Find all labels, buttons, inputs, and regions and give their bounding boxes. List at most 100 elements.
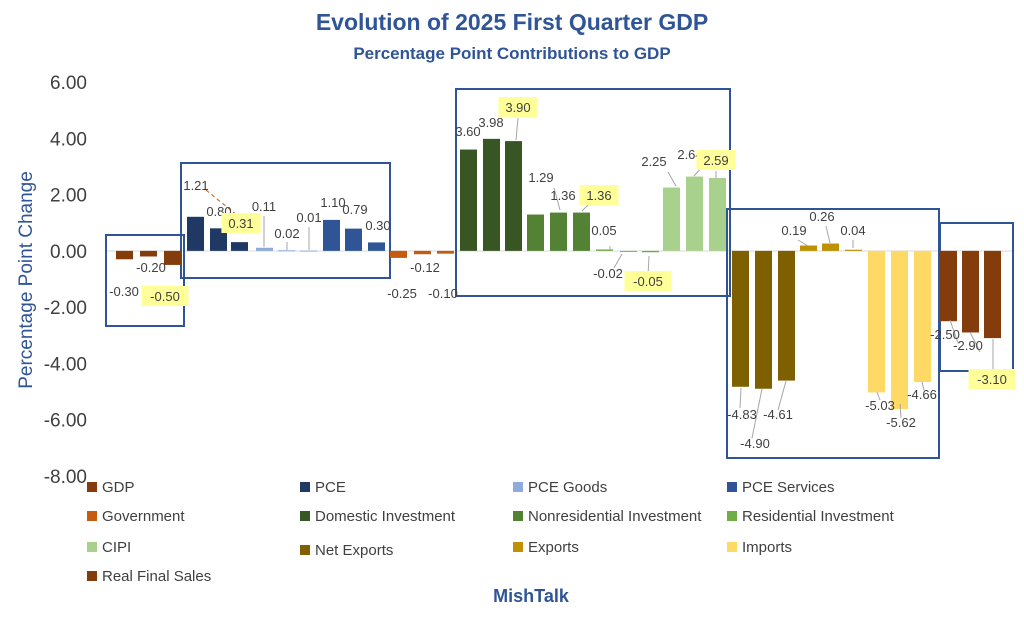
bar-exports — [800, 245, 817, 251]
leader-line — [739, 387, 742, 409]
bar-residential-investment — [642, 250, 659, 253]
legend-label: GDP — [102, 479, 135, 496]
legend-swatch — [513, 542, 523, 552]
bar-real-final-sales — [984, 250, 1001, 339]
data-label: 3.90 — [505, 100, 530, 115]
legend-item: PCE Goods — [513, 479, 607, 496]
data-label: -4.83 — [727, 407, 757, 422]
legend-label: Exports — [528, 539, 579, 556]
data-label: -5.03 — [865, 398, 895, 413]
highlight-box — [180, 162, 391, 279]
data-label: -4.90 — [740, 436, 770, 451]
y-tick-label: 6.00 — [50, 73, 87, 94]
data-label: 0.30 — [365, 218, 390, 233]
data-label: -2.90 — [953, 338, 983, 353]
highlight-box — [455, 88, 731, 297]
label-highlight — [579, 185, 619, 205]
legend-label: PCE — [315, 479, 346, 496]
data-label: 2.64 — [677, 147, 702, 162]
data-label: -2.50 — [930, 327, 960, 342]
label-highlight — [141, 286, 189, 306]
data-label: -4.61 — [763, 407, 793, 422]
legend-swatch — [513, 482, 523, 492]
bar-real-final-sales — [962, 250, 979, 333]
legend-label: PCE Services — [742, 479, 835, 496]
footer-credit: MishTalk — [493, 586, 570, 606]
legend-swatch — [513, 511, 523, 521]
data-label: 0.02 — [274, 226, 299, 241]
data-label: -0.12 — [410, 260, 440, 275]
bar-net-exports — [732, 250, 749, 387]
bar-imports — [914, 250, 931, 383]
bar-marks — [116, 138, 1001, 410]
data-label: 0.19 — [781, 223, 806, 238]
bar-gdp — [140, 250, 157, 257]
bar-real-final-sales — [940, 250, 957, 322]
leader-line — [969, 331, 981, 353]
leader-line — [515, 117, 519, 141]
legend-swatch — [300, 545, 310, 555]
data-label: -0.25 — [387, 286, 417, 301]
data-label: 2.59 — [703, 153, 728, 168]
leader-line — [921, 381, 925, 391]
bar-pce-goods — [278, 250, 295, 252]
legend-item: Net Exports — [300, 542, 393, 559]
legend-label: Net Exports — [315, 542, 393, 559]
highlight-box — [105, 234, 185, 327]
legend-label: Imports — [742, 539, 792, 556]
data-label: 1.36 — [586, 188, 611, 203]
bar-net-exports — [778, 250, 795, 381]
legend-item: Residential Investment — [727, 508, 895, 525]
leader-line — [613, 253, 623, 269]
bar-gdp — [116, 250, 133, 260]
data-label: 3.98 — [478, 115, 503, 130]
data-label: -0.20 — [136, 260, 166, 275]
data-label: 1.29 — [528, 170, 553, 185]
legend-swatch — [727, 482, 737, 492]
data-label: -0.02 — [593, 266, 623, 281]
y-tick-label: 0.00 — [50, 242, 87, 263]
bar-nonresidential-investment — [550, 212, 567, 251]
bar-exports — [822, 243, 839, 251]
legend-swatch — [727, 511, 737, 521]
leader-line — [876, 391, 881, 401]
data-label: 1.36 — [550, 188, 575, 203]
bar-pce — [210, 228, 227, 251]
data-label: 0.04 — [840, 223, 865, 238]
label-highlight — [968, 369, 1016, 389]
group-highlight-boxes — [105, 88, 1014, 459]
bar-domestic-investment — [483, 138, 500, 251]
y-tick-label: 4.00 — [50, 129, 87, 150]
bar-pce-goods — [256, 247, 273, 251]
legend-swatch — [87, 511, 97, 521]
bar-residential-investment — [596, 249, 613, 251]
leader-line — [797, 239, 809, 247]
leader-line — [899, 403, 902, 419]
y-axis-ticks: 6.00 4.00 2.00 0.00 -2.00 -4.00 -6.00 -8.00 — [44, 73, 87, 488]
legend-label: Real Final Sales — [102, 568, 211, 585]
leader-line — [777, 380, 787, 411]
bar-pce — [187, 216, 204, 251]
legend-item: Domestic Investment — [300, 508, 456, 525]
legend-swatch — [87, 571, 97, 581]
bar-nonresidential-investment — [527, 214, 544, 251]
data-labels: -0.30-0.20-0.501.210.800.310.110.020.011… — [109, 97, 1016, 451]
legend-item: Government — [87, 508, 185, 525]
legend-label: Government — [102, 508, 185, 525]
legend-swatch — [87, 482, 97, 492]
leader-line — [751, 388, 763, 439]
bar-exports — [845, 249, 862, 251]
label-highlight — [221, 213, 261, 233]
label-leader-lines — [205, 117, 994, 439]
bar-pce-services — [345, 228, 362, 251]
data-label: -3.10 — [977, 372, 1007, 387]
data-label: -0.05 — [633, 274, 663, 289]
bar-government — [414, 250, 431, 255]
y-tick-label: -2.00 — [44, 298, 87, 319]
legend-item: Exports — [513, 539, 579, 556]
legend-swatch — [87, 542, 97, 552]
leader-line — [667, 171, 677, 187]
bar-pce-services — [323, 219, 340, 251]
legend-label: Domestic Investment — [315, 508, 456, 525]
